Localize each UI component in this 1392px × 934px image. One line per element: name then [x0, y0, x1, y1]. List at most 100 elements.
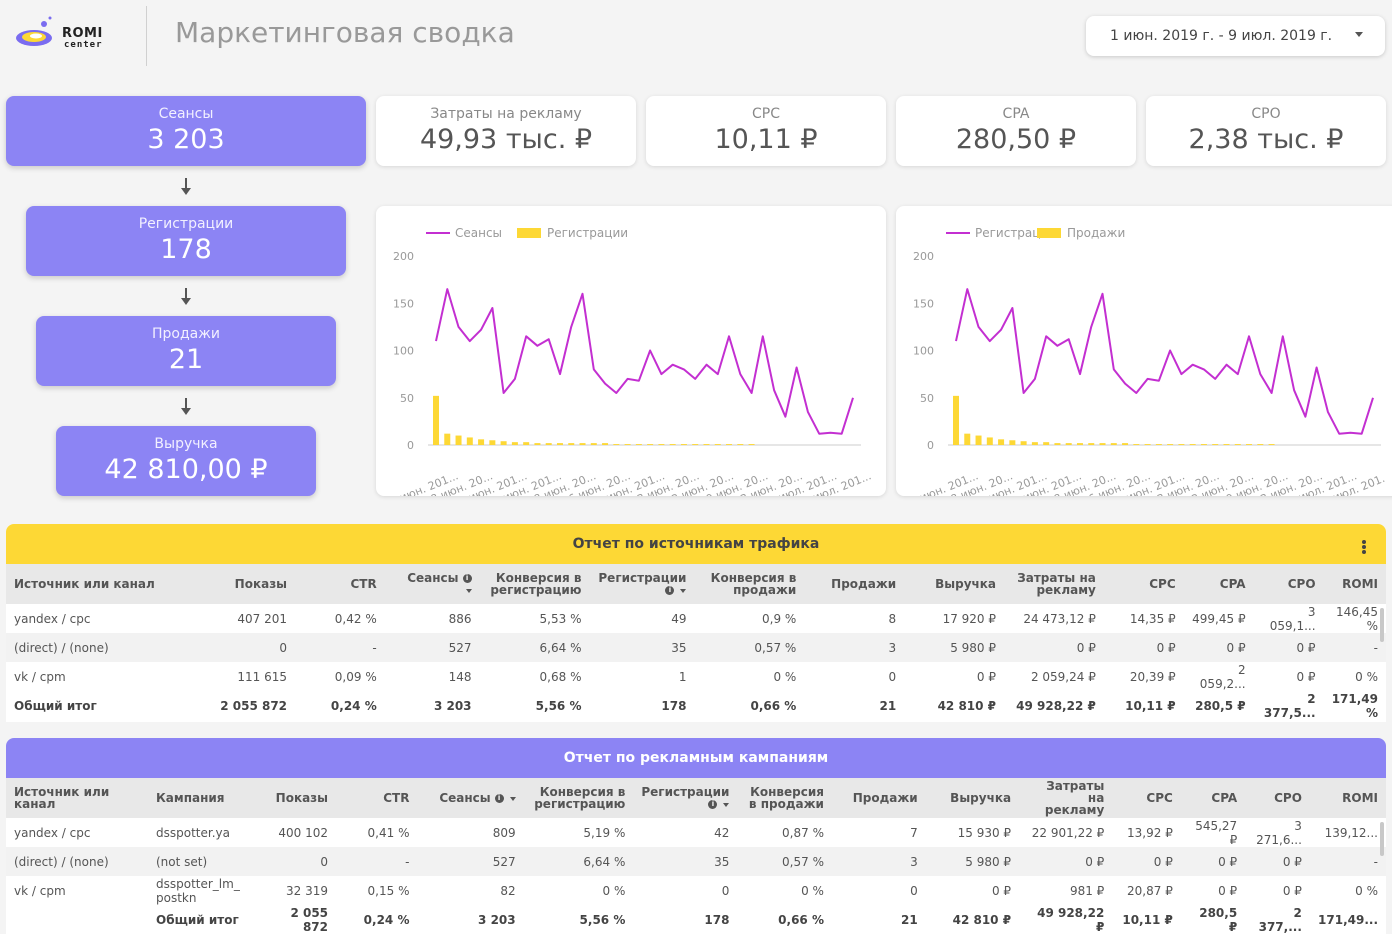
table-cell: 0,41 % — [367, 825, 410, 840]
column-header[interactable]: CPO — [1245, 778, 1310, 818]
table-row[interactable]: vk / cpm 111 615 0,09 % 148 0,68 % 1 0 % 0 0 ₽ 2 … — [6, 662, 1386, 691]
romi-logo[interactable]: ROMI center — [14, 12, 114, 56]
column-header[interactable]: ROMI — [1323, 564, 1386, 604]
column-header[interactable]: Конверсия в продажи — [694, 564, 805, 604]
kpi-label: CPO — [1251, 106, 1281, 122]
table-cell: 32 319 — [286, 883, 329, 898]
table-cell: Общий итог — [156, 912, 239, 927]
legend-label: Продажи — [1067, 226, 1125, 240]
sort-icon — [723, 802, 730, 807]
column-header[interactable]: Конверсия в регистрацию — [479, 564, 590, 604]
table-cell: 2 377,... — [1258, 905, 1302, 934]
table-cell: 14,35 ₽ — [1129, 611, 1176, 626]
table-cell: 0 ₽ — [1183, 633, 1254, 662]
bar-mark — [1155, 444, 1162, 445]
table-cell: 0,68 % — [539, 669, 582, 684]
chart-registrations-sales[interactable]: Регистрации Продажи 0 50 100 150 200 3 июн. 201… — [896, 206, 1392, 496]
bar-mark — [1257, 444, 1264, 445]
series-line — [435, 288, 854, 435]
column-header[interactable]: CPO — [1253, 564, 1324, 604]
bar-mark — [590, 443, 597, 445]
table-cell: yandex / cpc — [14, 825, 91, 840]
column-header[interactable]: Выручка — [925, 778, 1020, 818]
table-cell: 2 055 872 — [290, 905, 329, 934]
table-row[interactable]: (direct) / (none) (not set) 0-527 6,64 % 35 0… — [6, 847, 1386, 876]
date-range-picker[interactable]: 1 июн. 2019 г. - 9 июл. 2019 г. — [1086, 16, 1385, 56]
column-header[interactable]: Конверсия в продажи — [737, 778, 832, 818]
chart-sessions-registrations[interactable]: Сеансы Регистрации 0 50 100 150 200 3 июн. 201.… — [376, 206, 886, 496]
bar-mark — [647, 444, 654, 445]
table-cell: 0 ₽ — [1019, 847, 1113, 876]
column-header[interactable]: CPA — [1180, 778, 1246, 818]
column-header[interactable]: Источник или канал — [6, 564, 196, 604]
table-cell: 10,11 ₽ — [1125, 698, 1176, 713]
table-cell: 20,39 ₽ — [1129, 669, 1176, 684]
table-cell: 0 ₽ — [976, 669, 997, 684]
column-header[interactable]: CTR — [336, 778, 418, 818]
sort-desc-icon — [509, 796, 516, 801]
table-cell: 1 — [678, 669, 687, 684]
table-scrollbar[interactable] — [1380, 608, 1384, 642]
bar-mark — [1122, 443, 1129, 445]
column-header-sorted[interactable]: Сеансы i — [417, 778, 524, 818]
column-header[interactable]: CPC — [1112, 778, 1181, 818]
y-tick-label: 0 — [407, 439, 414, 452]
header-divider — [146, 6, 147, 66]
column-header[interactable]: Источник или канал — [6, 778, 148, 818]
bar-mark — [1065, 443, 1072, 445]
table-row[interactable]: vk / cpm dsspotter_lm_ postkn 32 319 0,15 %… — [6, 876, 1386, 905]
bar-mark — [1133, 444, 1140, 445]
table-row[interactable]: yandex / cpc dsspotter.ya 400 102 0,41 % 809… — [6, 818, 1386, 847]
table-cell: - — [1309, 847, 1386, 876]
column-header[interactable]: CPA — [1183, 564, 1254, 604]
bar-mark — [455, 435, 462, 445]
column-header[interactable]: Регистрации i — [589, 564, 695, 604]
table-cell: 0 % — [801, 883, 824, 898]
column-header[interactable]: Продажи — [804, 564, 905, 604]
table-cell: 35 — [633, 847, 738, 876]
column-header[interactable]: CTR — [295, 564, 385, 604]
page-title: Маркетинговая сводка — [175, 16, 515, 49]
table-total-row[interactable]: Общий итог 2 055 872 0,24 % 3 203 5,56 % 178 0… — [6, 691, 1386, 720]
bar-mark — [1212, 444, 1219, 445]
column-header[interactable]: Затраты на рекламу — [1019, 778, 1113, 818]
chevron-down-icon — [1355, 32, 1363, 37]
y-tick-label: 50 — [920, 392, 934, 405]
bar-mark — [1189, 444, 1196, 445]
table-row[interactable]: yandex / cpc 407 201 0,42 % 886 5,53 % 49 0,9 … — [6, 604, 1386, 633]
column-header[interactable]: Продажи — [831, 778, 926, 818]
column-header[interactable]: ROMI — [1309, 778, 1386, 818]
column-header[interactable]: CPC — [1103, 564, 1184, 604]
column-header-sorted[interactable]: Сеансы i — [384, 564, 480, 604]
column-header[interactable]: Выручка — [904, 564, 1005, 604]
column-header[interactable]: Затраты на рекламу — [1004, 564, 1104, 604]
table-cell: 6,64 % — [523, 847, 634, 876]
bar-mark — [1223, 444, 1230, 445]
kpi-label: Затраты на рекламу — [430, 106, 582, 122]
table-cell: 21 — [901, 912, 918, 927]
table-row[interactable]: (direct) / (none) 0-527 6,64 % 35 0,57 % 3 5 9… — [6, 633, 1386, 662]
table-cell: 6,64 % — [479, 633, 590, 662]
column-header[interactable]: Показы — [195, 564, 296, 604]
table-cell: 0 % — [1355, 669, 1378, 684]
table-cell: 3 — [831, 847, 926, 876]
table-cell: 178 — [704, 912, 730, 927]
column-header-label: Регистрации — [598, 571, 687, 585]
y-tick-label: 150 — [393, 297, 414, 310]
column-header[interactable]: Кампания — [148, 778, 258, 818]
column-header[interactable]: Показы — [257, 778, 337, 818]
table-scrollbar[interactable] — [1380, 822, 1384, 856]
bar-mark — [953, 395, 959, 445]
column-header[interactable]: Конверсия в регистрацию — [523, 778, 634, 818]
bar-mark — [1076, 443, 1083, 445]
table-cell: 2 059,2... — [1199, 662, 1246, 691]
table-total-row[interactable]: Общий итог 2 055 872 0,24 % 3 203 5,56 % 178 0… — [6, 905, 1386, 934]
table-cell: 3 — [804, 633, 905, 662]
table-cell: Общий итог — [14, 698, 97, 713]
column-header[interactable]: Регистрации i — [633, 778, 738, 818]
bar-mark — [635, 444, 642, 445]
bar-mark — [1031, 442, 1038, 445]
kpi-cpc-card: CPC 10,11 ₽ — [646, 96, 886, 166]
more-options-icon[interactable] — [1362, 540, 1366, 554]
